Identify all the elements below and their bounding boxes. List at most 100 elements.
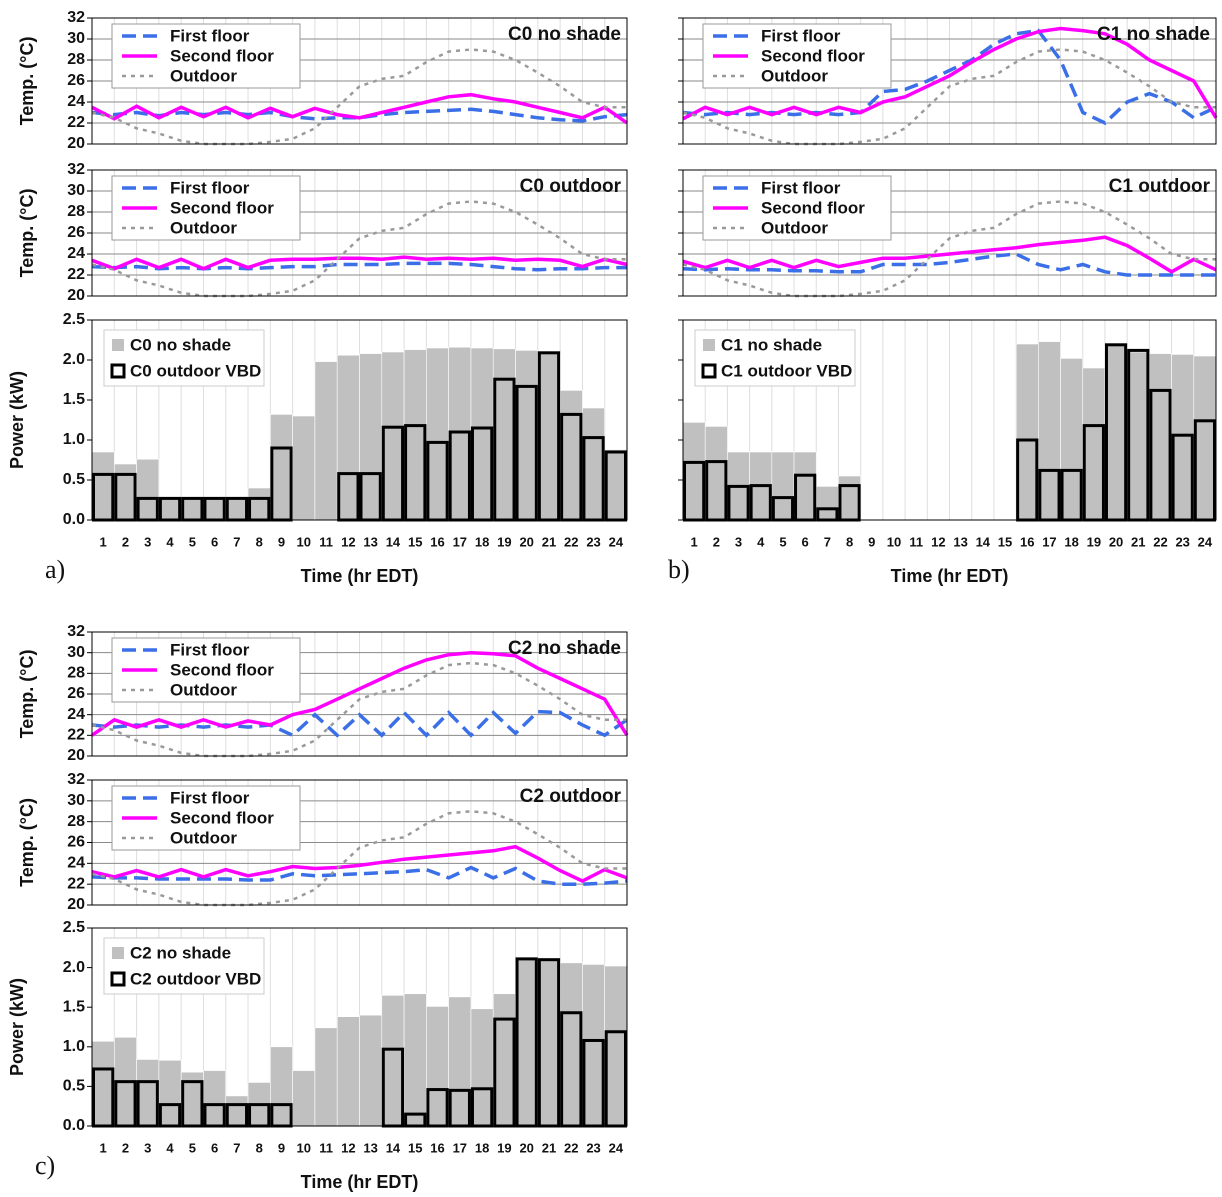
x-tick-label: 8	[846, 534, 853, 549]
x-tick-label: 5	[189, 534, 196, 549]
y-tick-label: 28	[67, 665, 85, 682]
bar-no-shade	[1193, 355, 1217, 521]
bar-no-shade	[537, 353, 561, 521]
x-tick-label: 11	[909, 534, 923, 549]
legend-label: C1 no shade	[721, 335, 822, 354]
temp-line	[91, 865, 628, 886]
temp-line	[91, 650, 629, 737]
bar-no-shade	[492, 993, 516, 1127]
y-tick-label: 32	[67, 623, 85, 640]
x-tick-label: 7	[824, 534, 831, 549]
legend-swatch	[701, 363, 717, 379]
legend-label: First floor	[170, 178, 250, 197]
legend-label: C1 outdoor VBD	[721, 361, 852, 380]
x-tick-label: 12	[931, 534, 945, 549]
temp-line	[682, 28, 1217, 126]
x-tick-label: 3	[144, 1140, 151, 1155]
x-tick-label: 4	[757, 534, 765, 549]
legend-label: Second floor	[170, 198, 274, 217]
bar-no-shade	[1082, 367, 1106, 521]
panel-label: b)	[668, 555, 690, 584]
x-tick-label: 1	[100, 1140, 107, 1155]
temp-line	[91, 200, 627, 298]
bar-no-shade	[136, 1059, 160, 1127]
bar-no-shade	[426, 347, 449, 521]
x-tick-label: 8	[256, 534, 263, 549]
temp-line	[91, 661, 627, 758]
legend-box	[694, 329, 856, 387]
legend-label: C0 no shade	[130, 335, 231, 354]
x-tick-label: 10	[887, 534, 901, 549]
x-tick-label: 2	[122, 1140, 129, 1155]
temp-line	[91, 107, 628, 123]
y-tick-label: 28	[67, 203, 85, 220]
y-tick-label: 30	[67, 792, 85, 809]
plot-frame	[91, 319, 628, 521]
x-tick-label: 14	[386, 534, 401, 549]
bar-no-shade	[838, 475, 861, 521]
legend-label: C2 outdoor VBD	[130, 969, 261, 988]
x-tick-label: 5	[189, 1140, 196, 1155]
legend-swatch	[112, 947, 124, 959]
x-tick-label: 6	[211, 1140, 218, 1155]
bar-no-shade	[203, 1070, 227, 1127]
x-tick-label: 14	[386, 1140, 401, 1155]
y-tick-label: 26	[67, 224, 85, 241]
temp-line	[682, 252, 1216, 277]
y-tick-label: 28	[67, 51, 85, 68]
bar-no-shade	[158, 498, 182, 521]
x-tick-label: 9	[278, 1140, 285, 1155]
y-tick-label: 20	[67, 747, 85, 764]
x-tick-label: 21	[542, 1140, 556, 1155]
x-tick-label: 13	[363, 534, 377, 549]
plot-frame	[682, 319, 1217, 521]
x-tick-label: 18	[475, 534, 489, 549]
x-tick-label: 3	[735, 534, 742, 549]
bar-no-shade	[225, 1095, 249, 1127]
bar-no-shade	[292, 1070, 316, 1127]
bar-no-shade	[1060, 358, 1084, 521]
x-tick-label: 8	[256, 1140, 263, 1155]
y-tick-label: 32	[67, 9, 85, 26]
x-tick-label: 6	[211, 534, 218, 549]
x-axis-label: Time (hr EDT)	[301, 1172, 419, 1192]
y-axis-label: Temp. (°C)	[17, 650, 37, 739]
y-tick-label: 26	[67, 685, 85, 702]
bar-no-shade	[793, 451, 817, 521]
bar-no-shade	[314, 361, 338, 521]
x-tick-label: 20	[519, 534, 533, 549]
x-tick-label: 10	[297, 534, 311, 549]
x-tick-label: 20	[1109, 534, 1123, 549]
x-tick-label: 9	[278, 534, 285, 549]
y-tick-label: 2.5	[63, 311, 85, 328]
x-tick-label: 7	[233, 534, 240, 549]
bar-no-shade	[492, 348, 516, 521]
x-tick-label: 18	[1064, 534, 1078, 549]
x-tick-label: 23	[1175, 534, 1189, 549]
legend-label: Outdoor	[170, 828, 237, 847]
legend-label: C2 no shade	[130, 943, 231, 962]
x-tick-label: 13	[363, 1140, 377, 1155]
legend-swatch	[110, 971, 126, 987]
x-tick-label: 2	[713, 534, 720, 549]
panel-title: C0 outdoor	[520, 176, 622, 197]
bar-no-shade	[113, 463, 137, 521]
plot-frame	[91, 169, 628, 297]
x-tick-label: 17	[453, 534, 467, 549]
bar-no-shade	[158, 1059, 182, 1127]
bar-no-shade	[470, 347, 494, 521]
legend-label: Outdoor	[170, 66, 237, 85]
y-tick-label: 20	[67, 287, 85, 304]
x-tick-label: 14	[976, 534, 991, 549]
plot-frame	[682, 17, 1217, 145]
plot-frame	[91, 927, 628, 1127]
panel-title: C2 outdoor	[520, 786, 622, 807]
bar-no-shade	[336, 1016, 360, 1127]
x-tick-label: 9	[868, 534, 875, 549]
temp-line	[682, 26, 1218, 121]
temp-line	[91, 255, 628, 271]
x-tick-label: 23	[586, 534, 600, 549]
y-tick-label: 24	[67, 245, 85, 262]
temp-line	[682, 48, 1216, 146]
x-tick-label: 16	[430, 1140, 444, 1155]
